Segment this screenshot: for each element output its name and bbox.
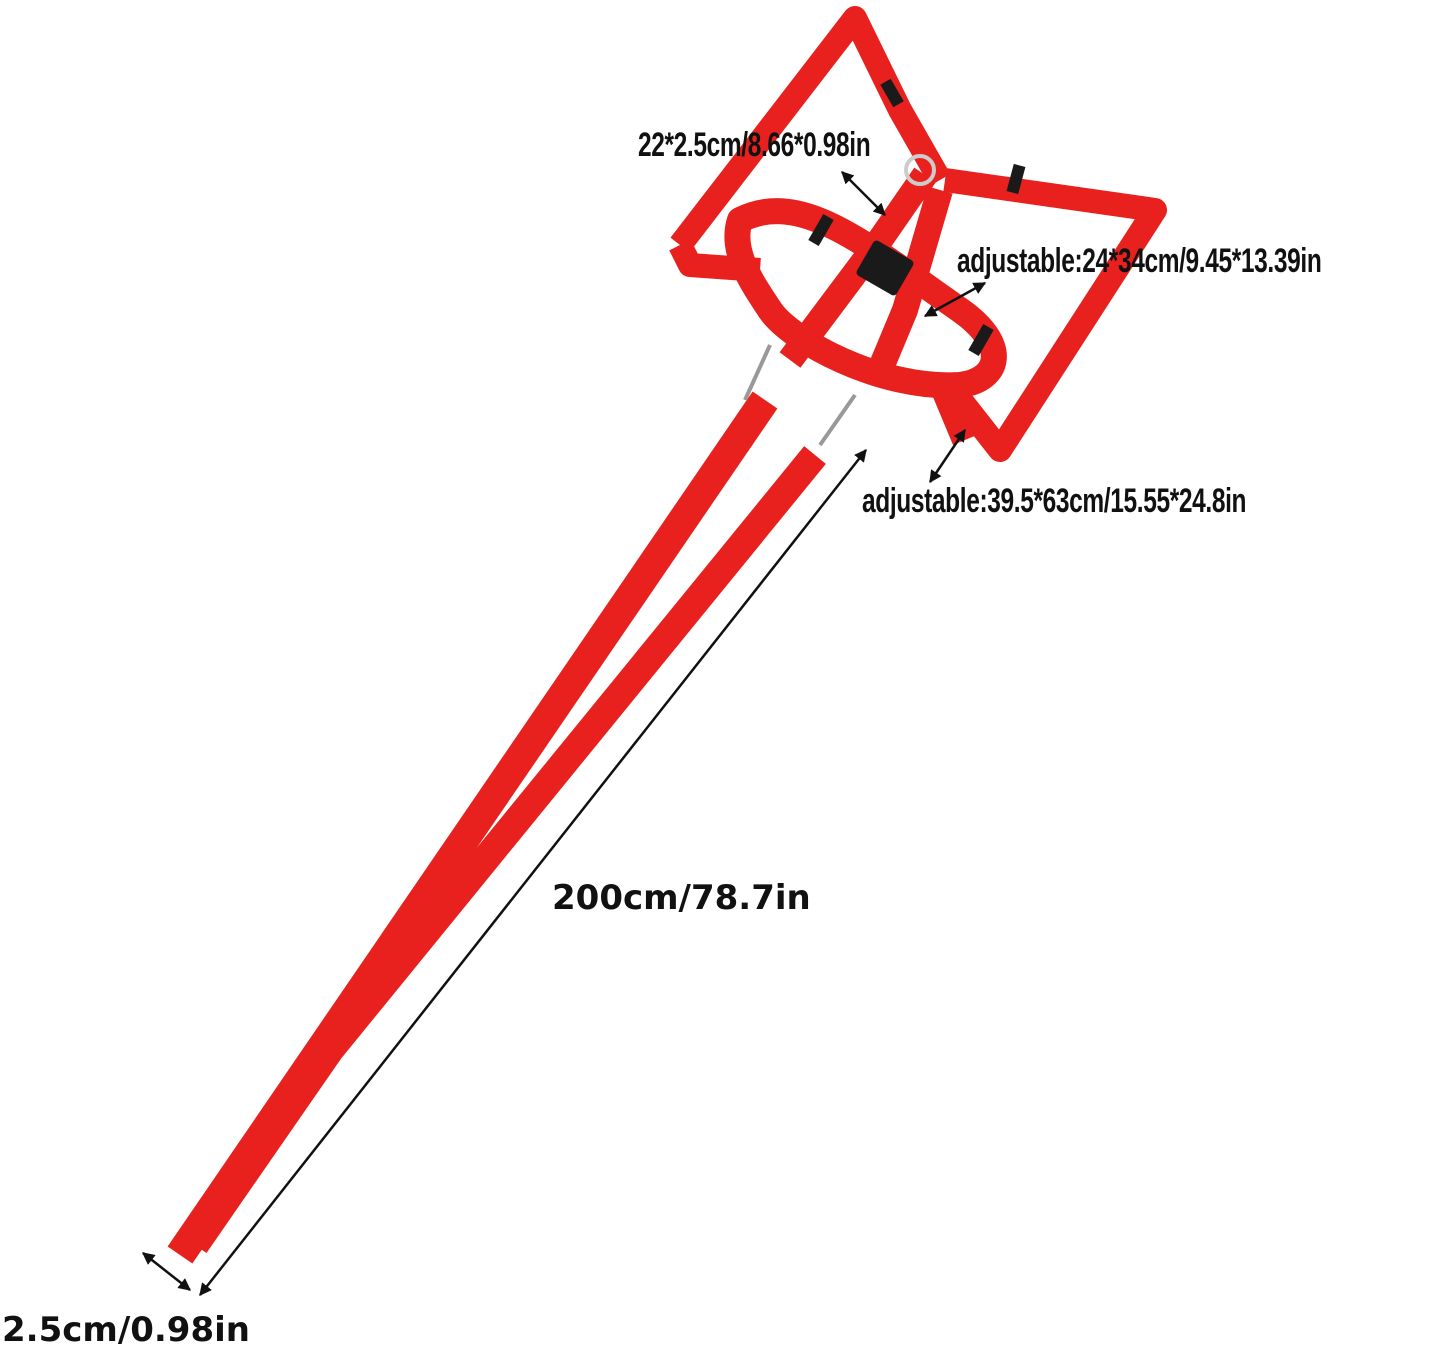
shoulder-loop [670, 6, 951, 253]
chest-strap-right [868, 186, 953, 375]
harness-straps [167, 6, 1167, 1264]
leash-clip-icon [818, 393, 857, 447]
leash-right [183, 446, 826, 1253]
waist-belt [724, 198, 1007, 399]
chest-adjust-arrow-icon [923, 281, 987, 318]
leash-length-arrow-icon [199, 449, 867, 1296]
leash-clip-icon [743, 344, 772, 401]
slider-buckle-icon [968, 324, 994, 356]
waist-adjust-dimension: adjustable:39.5*63cm/15.55*24.8in [862, 482, 1247, 520]
back-loop [935, 168, 1167, 462]
slider-buckle-icon [880, 78, 904, 108]
chest-adjust-dimension: adjustable:24*34cm/9.45*13.39in [957, 242, 1322, 280]
buckle-icon [856, 240, 914, 296]
buckles [808, 78, 1026, 356]
o-ring-icon [904, 154, 936, 186]
leash-clips [743, 154, 936, 447]
strap-width-dimension: 2.5cm/0.98in [2, 1310, 250, 1350]
slider-buckle-icon [1006, 163, 1026, 195]
chest-strap-arrow-icon [841, 171, 886, 216]
strap-width-arrow-icon [142, 1252, 191, 1291]
leash-length-dimension: 200cm/78.7in [552, 878, 811, 918]
dimension-arrows [142, 171, 987, 1296]
slider-buckle-icon [808, 214, 834, 246]
chest-strap-dimension: 22*2.5cm/8.66*0.98in [638, 126, 871, 164]
waist-adjust-arrow-icon [928, 428, 967, 484]
